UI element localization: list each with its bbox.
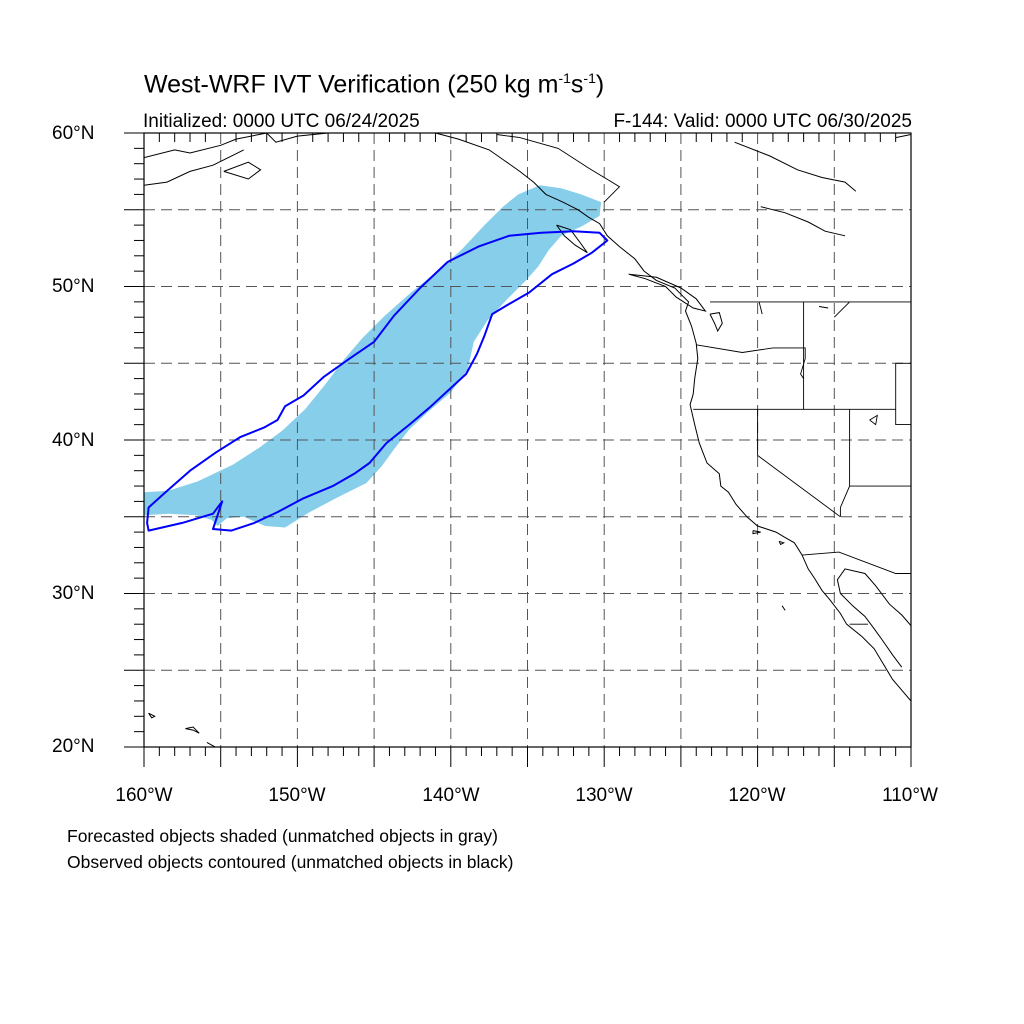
grid-lines: [144, 133, 911, 747]
lon-label-140w: 140°W: [422, 785, 480, 806]
coastline: [752, 530, 761, 535]
boundary-line: [833, 301, 850, 318]
boundary-line: [839, 409, 851, 517]
coastline: [223, 161, 262, 180]
coastline: [144, 149, 244, 186]
coastline: [836, 568, 911, 668]
lon-label-120w: 120°W: [728, 785, 786, 806]
forecast-legend-note: Forecasted objects shaded (unmatched obj…: [67, 826, 498, 846]
coastline: [781, 605, 786, 611]
coastline: [148, 712, 156, 719]
boundary-line: [818, 306, 829, 309]
boundary-line: [802, 551, 911, 574]
boundary-line: [757, 409, 841, 518]
map-title: West-WRF IVT Verification (250 kg m-1s-1…: [144, 70, 605, 99]
forecast-object: [144, 185, 602, 528]
coastline: [709, 312, 723, 333]
coastline: [760, 206, 846, 237]
lat-label-60n: 60°N: [52, 123, 95, 144]
forecast-object-layer: [144, 185, 602, 528]
lat-label-40n: 40°N: [52, 430, 95, 451]
coastline: [628, 273, 707, 312]
map-frame: [124, 132, 912, 767]
observed-object-contour: [146, 230, 609, 532]
coastline: [895, 134, 911, 139]
boundary-line: [895, 363, 911, 426]
lon-label-160w: 160°W: [115, 785, 173, 806]
coastline: [435, 133, 911, 702]
lat-label-50n: 50°N: [52, 276, 95, 297]
init-time-label: Initialized: 0000 UTC 06/24/2025: [143, 111, 420, 132]
valid-time-label: F-144: Valid: 0000 UTC 06/30/2025: [613, 111, 912, 132]
observed-legend-note: Observed objects contoured (unmatched ob…: [67, 852, 514, 872]
coastline: [206, 741, 217, 747]
coastlines-layer: [144, 133, 911, 747]
coastline: [556, 224, 588, 254]
lon-label-130w: 130°W: [575, 785, 633, 806]
lake-outline: [869, 414, 878, 426]
coastline: [144, 133, 267, 159]
lat-label-30n: 30°N: [52, 583, 95, 604]
lon-label-150w: 150°W: [268, 785, 326, 806]
coastline: [185, 726, 200, 734]
coastline: [778, 540, 785, 546]
lat-label-20n: 20°N: [52, 736, 95, 757]
boundary-line: [758, 301, 763, 315]
boundary-line: [696, 344, 806, 379]
lon-label-110w: 110°W: [882, 785, 938, 806]
coastline: [734, 141, 857, 192]
boundary-line: [496, 134, 621, 203]
observed-object-layer: [146, 230, 609, 532]
coastline: [266, 133, 331, 143]
